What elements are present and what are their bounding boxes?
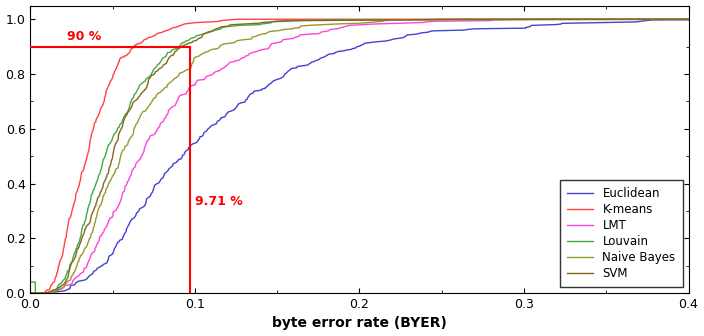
- Euclidean: [700, 18, 704, 22]
- Louvain: [581, 17, 589, 21]
- Line: SVM: SVM: [30, 19, 704, 293]
- Euclidean: [529, 23, 538, 27]
- K-means: [465, 17, 474, 21]
- X-axis label: byte error rate (BYER): byte error rate (BYER): [272, 317, 447, 330]
- Line: LMT: LMT: [30, 19, 704, 293]
- Louvain: [700, 17, 704, 21]
- Louvain: [530, 17, 539, 21]
- Euclidean: [581, 21, 589, 25]
- Line: Euclidean: Euclidean: [30, 20, 704, 293]
- Naive Bayes: [284, 27, 292, 31]
- LMT: [284, 37, 292, 41]
- Euclidean: [26, 291, 34, 295]
- SVM: [529, 17, 538, 21]
- SVM: [700, 17, 704, 21]
- Louvain: [465, 17, 474, 22]
- Text: 9.71 %: 9.71 %: [195, 196, 243, 208]
- K-means: [233, 17, 241, 21]
- SVM: [465, 17, 474, 21]
- LMT: [529, 17, 538, 21]
- Naive Bayes: [529, 18, 538, 22]
- Naive Bayes: [581, 17, 589, 22]
- Louvain: [284, 18, 292, 23]
- K-means: [26, 291, 34, 295]
- Naive Bayes: [431, 18, 439, 22]
- Line: K-means: K-means: [30, 19, 704, 293]
- LMT: [465, 19, 473, 23]
- LMT: [26, 291, 34, 295]
- SVM: [149, 73, 157, 77]
- Naive Bayes: [465, 18, 473, 22]
- LMT: [532, 17, 540, 21]
- Text: 90 %: 90 %: [67, 30, 101, 43]
- K-means: [149, 34, 157, 38]
- SVM: [581, 17, 589, 21]
- Line: Louvain: Louvain: [30, 19, 704, 293]
- SVM: [26, 291, 34, 295]
- Louvain: [495, 17, 503, 21]
- Line: Naive Bayes: Naive Bayes: [30, 19, 704, 293]
- SVM: [431, 17, 439, 22]
- Naive Bayes: [700, 17, 704, 22]
- Louvain: [26, 280, 34, 284]
- Naive Bayes: [26, 291, 34, 295]
- K-means: [581, 17, 589, 21]
- Euclidean: [284, 69, 292, 73]
- LMT: [581, 17, 589, 21]
- Louvain: [31, 291, 39, 295]
- SVM: [284, 19, 292, 23]
- Legend: Euclidean, K-means, LMT, Louvain, Naive Bayes, SVM: Euclidean, K-means, LMT, Louvain, Naive …: [560, 180, 683, 287]
- LMT: [431, 19, 439, 23]
- K-means: [700, 17, 704, 21]
- Louvain: [431, 17, 439, 22]
- Euclidean: [149, 189, 157, 193]
- K-means: [529, 17, 538, 21]
- LMT: [700, 17, 704, 21]
- K-means: [431, 17, 439, 21]
- SVM: [436, 17, 445, 21]
- Louvain: [149, 69, 157, 73]
- LMT: [149, 133, 157, 137]
- Naive Bayes: [149, 98, 157, 102]
- Euclidean: [431, 29, 439, 33]
- Euclidean: [465, 27, 473, 31]
- K-means: [284, 17, 292, 21]
